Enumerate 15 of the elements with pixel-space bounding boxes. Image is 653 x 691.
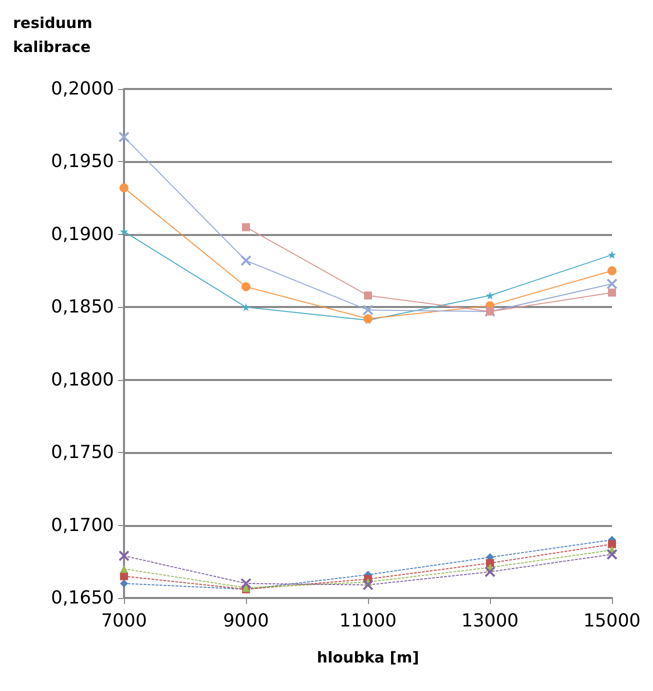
x-tick-label: 9000 (223, 610, 269, 632)
y-tick-label: 0,1700 (51, 514, 114, 536)
y-tick-label: 0,1900 (51, 224, 114, 245)
y-tick-label: 0,1750 (51, 442, 114, 464)
x-tick-label: 15000 (583, 610, 641, 632)
x-tick-label: 13000 (461, 610, 519, 632)
x-tick-label: 11000 (339, 610, 397, 632)
y-tick-label: 0,2000 (51, 78, 114, 100)
x-tick-label: 7000 (101, 610, 147, 632)
y-tick-label: 0,1850 (51, 296, 114, 318)
y-tick-label: 0,1800 (51, 369, 114, 390)
x-axis-title: hloubka [m] (316, 648, 420, 666)
y-axis-title: residuum kalibrace (13, 14, 92, 56)
y-tick-label: 0,1950 (51, 151, 114, 172)
y-tick-label: 0,1650 (51, 588, 114, 608)
